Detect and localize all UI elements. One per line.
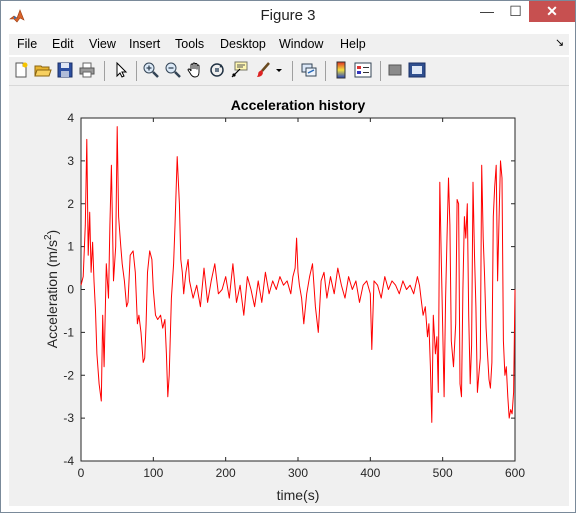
menu-window[interactable]: Window bbox=[279, 37, 324, 51]
insert-legend-icon[interactable] bbox=[354, 61, 372, 79]
minimize-button[interactable]: — bbox=[480, 3, 494, 19]
toolbar-separator bbox=[380, 61, 381, 81]
y-tick-label: -1 bbox=[63, 325, 74, 339]
figure-toolbar bbox=[9, 57, 569, 86]
menu-edit[interactable]: Edit bbox=[52, 37, 74, 51]
y-tick-label: 1 bbox=[67, 240, 74, 254]
y-axis-label-suffix: ) bbox=[44, 230, 60, 235]
save-icon[interactable] bbox=[56, 61, 74, 79]
y-tick-label: -2 bbox=[63, 368, 74, 382]
link-plot-icon[interactable] bbox=[300, 61, 318, 79]
show-plot-tools-icon[interactable] bbox=[408, 61, 426, 79]
y-tick-label: -4 bbox=[63, 454, 74, 468]
x-axis-label: time(s) bbox=[277, 487, 320, 503]
window-title: Figure 3 bbox=[260, 7, 316, 24]
acceleration-series-line bbox=[80, 126, 516, 423]
figure-canvas: Acceleration history time(s) Acceleratio… bbox=[9, 86, 569, 506]
brush-dropdown-icon[interactable] bbox=[275, 61, 283, 79]
y-axis-label-text: Acceleration (m/s bbox=[44, 240, 60, 348]
y-tick-label: -3 bbox=[63, 411, 74, 425]
toolbar-separator bbox=[292, 61, 293, 81]
menu-insert[interactable]: Insert bbox=[129, 37, 161, 51]
menu-tools[interactable]: Tools bbox=[175, 37, 205, 51]
x-tick-label: 400 bbox=[360, 466, 380, 480]
close-button[interactable]: ✕ bbox=[529, 1, 575, 22]
menu-file[interactable]: File bbox=[17, 37, 38, 51]
y-axis-label-superscript: 2 bbox=[43, 234, 54, 240]
x-tick-label: 300 bbox=[288, 466, 308, 480]
print-icon[interactable] bbox=[78, 61, 96, 79]
edit-plot-arrow-icon[interactable] bbox=[112, 61, 130, 79]
acceleration-plot[interactable]: Acceleration history time(s) Acceleratio… bbox=[9, 86, 569, 506]
x-tick-label: 600 bbox=[505, 466, 525, 480]
new-figure-icon[interactable] bbox=[12, 61, 30, 79]
menu-desktop[interactable]: Desktop bbox=[220, 37, 266, 51]
insert-colorbar-icon[interactable] bbox=[332, 61, 350, 79]
dock-figure-icon[interactable]: ↘ bbox=[555, 37, 565, 49]
menu-help[interactable]: Help bbox=[340, 37, 366, 51]
chart-title: Acceleration history bbox=[231, 97, 366, 113]
y-axis-label: Acceleration (m/s2) bbox=[43, 230, 60, 348]
open-file-icon[interactable] bbox=[34, 61, 52, 79]
axis-ticks: 0 100 200 300 400 500 600 -4 -3 -2 -1 0 1 2 3 4 bbox=[63, 111, 525, 480]
x-tick-label: 100 bbox=[143, 466, 163, 480]
matlab-logo-icon bbox=[9, 9, 25, 23]
data-cursor-icon[interactable] bbox=[230, 61, 248, 79]
y-tick-label: 3 bbox=[67, 154, 74, 168]
x-tick-label: 200 bbox=[216, 466, 236, 480]
title-bar[interactable]: Figure 3 — ☐ ✕ bbox=[1, 1, 575, 31]
maximize-button[interactable]: ☐ bbox=[509, 3, 522, 19]
zoom-in-icon[interactable] bbox=[142, 61, 160, 79]
pan-hand-icon[interactable] bbox=[186, 61, 204, 79]
toolbar-separator bbox=[104, 61, 105, 81]
menu-view[interactable]: View bbox=[89, 37, 116, 51]
rotate-3d-icon[interactable] bbox=[208, 61, 226, 79]
x-tick-label: 500 bbox=[433, 466, 453, 480]
axes-box bbox=[80, 117, 516, 462]
x-tick-label: 0 bbox=[78, 466, 85, 480]
menu-bar: File Edit View Insert Tools Desktop Wind… bbox=[9, 34, 569, 55]
toolbar-separator bbox=[136, 61, 137, 81]
toolbar-separator bbox=[325, 61, 326, 81]
y-tick-label: 4 bbox=[67, 111, 74, 125]
hide-plot-tools-icon[interactable] bbox=[386, 61, 404, 79]
y-tick-label: 0 bbox=[67, 283, 74, 297]
brush-icon[interactable] bbox=[254, 61, 272, 79]
zoom-out-icon[interactable] bbox=[164, 61, 182, 79]
y-tick-label: 2 bbox=[67, 197, 74, 211]
